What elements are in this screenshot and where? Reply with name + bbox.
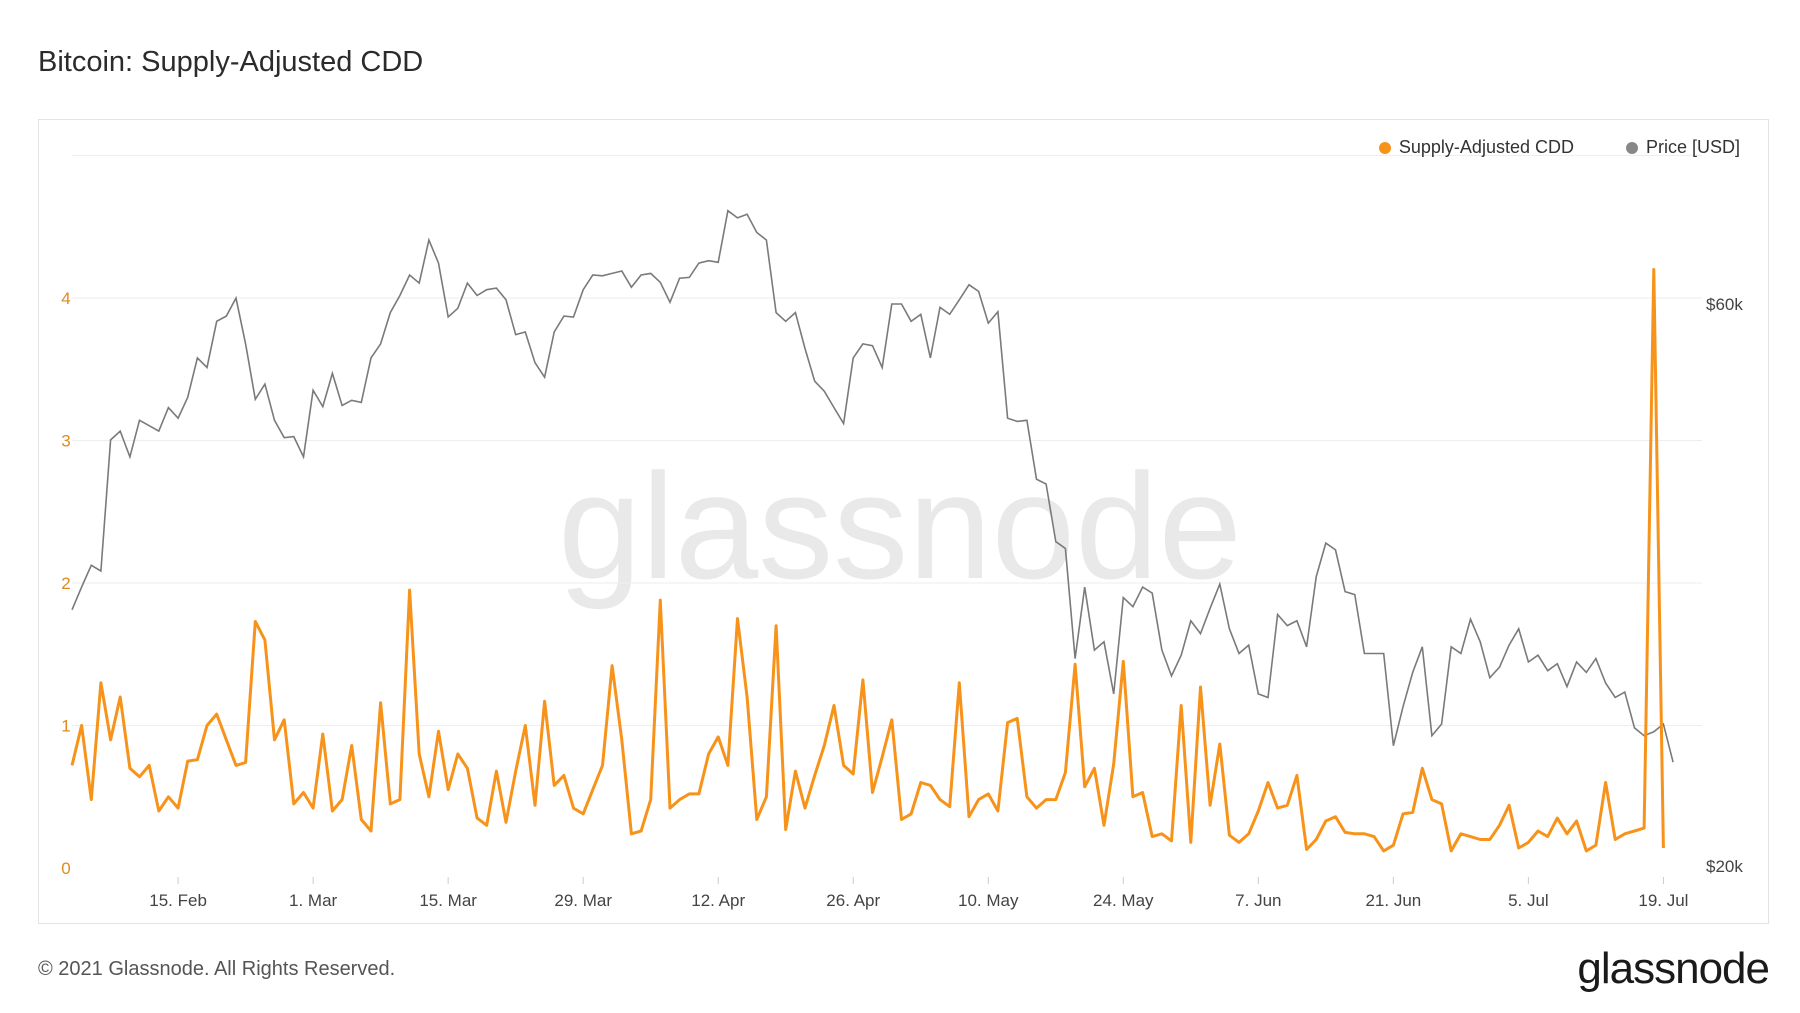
legend-item-cdd[interactable]: Supply-Adjusted CDD [1378, 137, 1574, 158]
right-axis-tick-label: $20k [1706, 857, 1743, 876]
chart-frame [38, 119, 1769, 924]
price-dot-icon [1625, 141, 1638, 154]
left-axis-tick-label: 2 [61, 574, 70, 593]
price-series-line [71, 209, 1674, 763]
legend-item-price[interactable]: Price [USD] [1625, 137, 1740, 158]
x-axis-tick-label: 26. Apr [826, 891, 880, 910]
chart-title: Bitcoin: Supply-Adjusted CDD [38, 46, 424, 78]
legend-label-cdd: Supply-Adjusted CDD [1398, 137, 1574, 157]
x-axis-tick-label: 12. Apr [691, 891, 745, 910]
watermark: glassnode [558, 442, 1242, 610]
cdd-series-line [70, 268, 1665, 853]
left-axis-tick-label: 4 [61, 289, 70, 308]
cdd-dot-icon [1378, 141, 1391, 154]
x-axis-tick-label: 29. Mar [554, 891, 612, 910]
x-axis-tick-label: 7. Jun [1235, 891, 1281, 910]
x-axis-tick-label: 15. Feb [149, 891, 207, 910]
x-axis-tick-label: 21. Jun [1365, 891, 1421, 910]
legend: Supply-Adjusted CDD Price [USD] [1378, 137, 1740, 158]
x-axis: 15. Feb 1. Mar 15. Mar 29. Mar 12. Apr 26. Ap… [149, 877, 1688, 910]
x-axis-tick-label: 5. Jul [1508, 891, 1549, 910]
right-axis-tick-label: $60k [1706, 295, 1743, 314]
right-axis: $20k $60k [1706, 295, 1743, 876]
left-axis: 0 1 2 3 4 [61, 289, 70, 878]
left-axis-tick-label: 1 [61, 717, 70, 736]
x-axis-tick-label: 15. Mar [419, 891, 477, 910]
gridlines [72, 155, 1702, 726]
copyright-footer: © 2021 Glassnode. All Rights Reserved. [38, 958, 396, 980]
legend-label-price: Price [USD] [1645, 137, 1740, 157]
glassnode-logo[interactable]: glassnode [1577, 944, 1770, 993]
x-axis-tick-label: 24. May [1093, 891, 1154, 910]
x-axis-tick-label: 19. Jul [1638, 891, 1688, 910]
left-axis-tick-label: 3 [61, 432, 70, 451]
x-axis-tick-label: 10. May [958, 891, 1019, 910]
left-axis-tick-label: 0 [61, 859, 70, 878]
x-axis-tick-label: 1. Mar [289, 891, 338, 910]
